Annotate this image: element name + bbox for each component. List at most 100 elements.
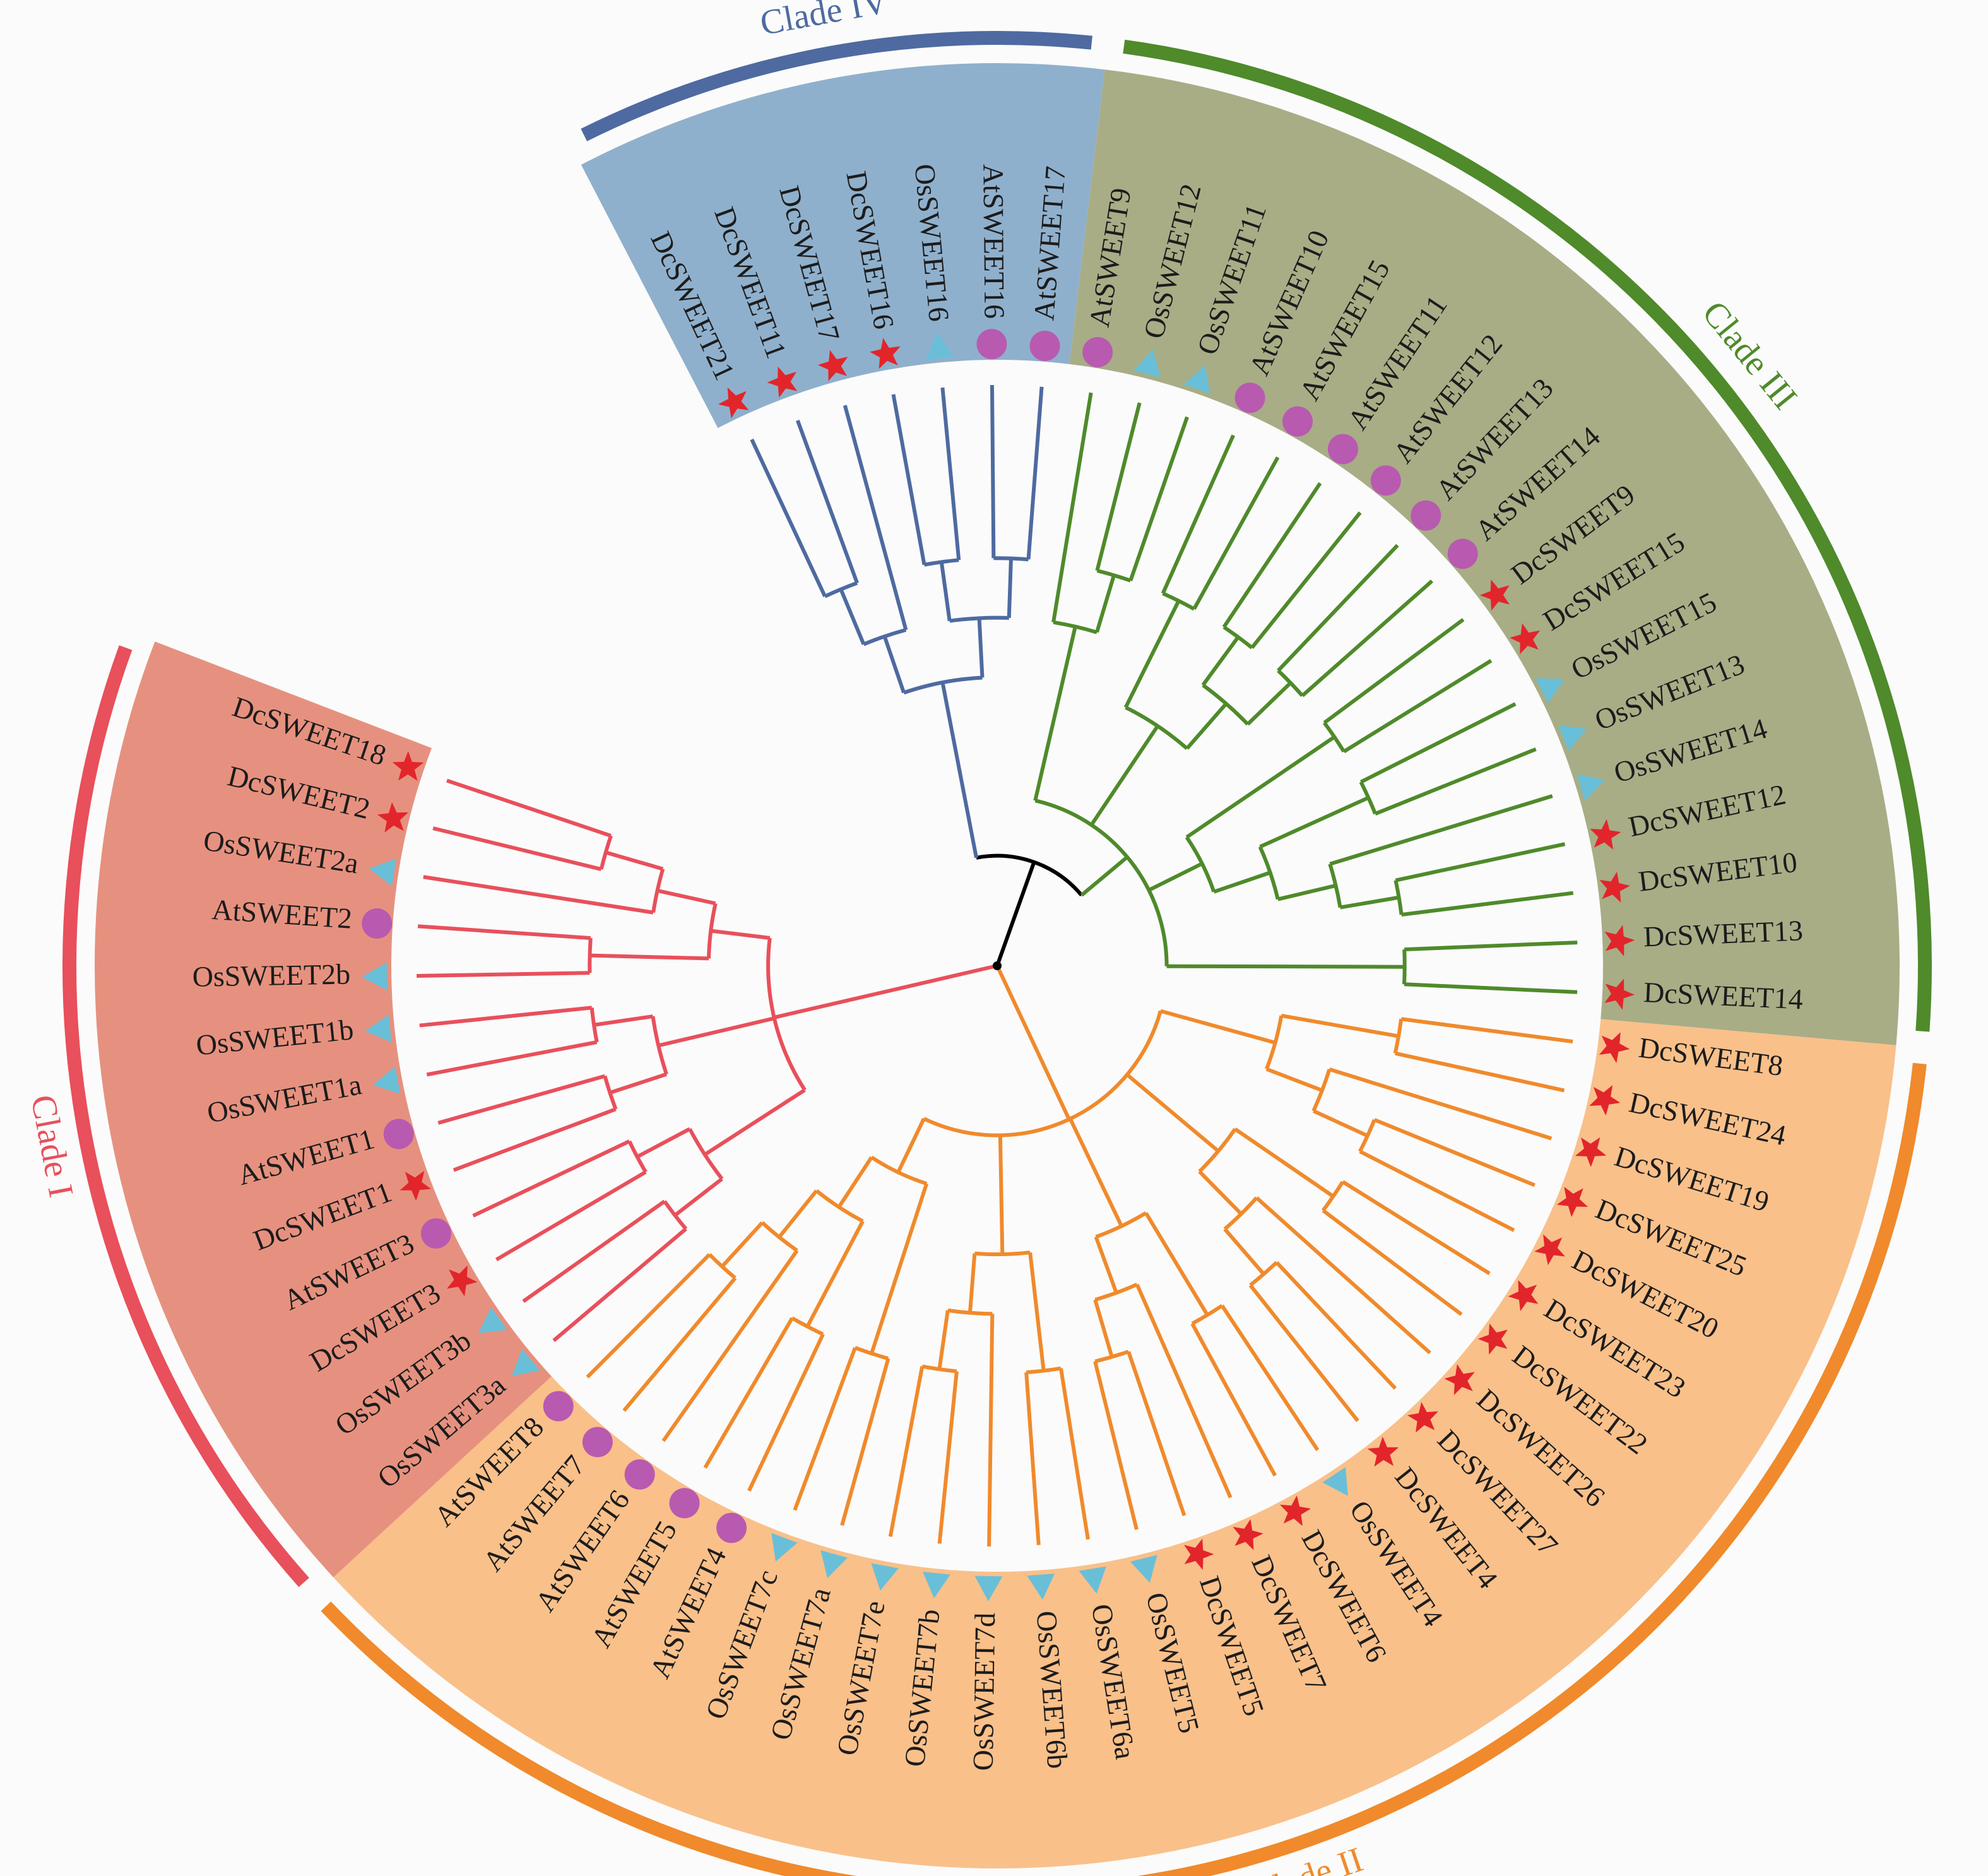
branch-arc bbox=[870, 1155, 928, 1186]
branch-segment bbox=[453, 1107, 617, 1172]
branch-segment bbox=[1093, 1299, 1114, 1358]
branch-segment bbox=[796, 420, 859, 584]
leaf-label: OsSWEET7d bbox=[967, 1612, 1001, 1771]
branch-segment bbox=[1277, 543, 1399, 672]
red-star-icon bbox=[1604, 925, 1635, 956]
clade-outer-arcs bbox=[62, 31, 1932, 1876]
branch-segment bbox=[423, 875, 654, 915]
branch-segment bbox=[1281, 1014, 1399, 1038]
branch-segment bbox=[939, 561, 952, 622]
branch-arc bbox=[949, 615, 1009, 623]
branch-segment bbox=[1401, 891, 1574, 917]
branch-segment bbox=[1135, 1283, 1233, 1499]
red-star-icon bbox=[1407, 1402, 1438, 1433]
branch-arc bbox=[688, 1128, 724, 1180]
branch-segment bbox=[622, 1276, 737, 1412]
branch-arc bbox=[1328, 863, 1342, 908]
branch-segment bbox=[1400, 1017, 1573, 1044]
branch-segment bbox=[1213, 870, 1271, 894]
branch-segment bbox=[432, 826, 602, 871]
branch-arc bbox=[1198, 1127, 1237, 1173]
branch-segment bbox=[1095, 402, 1142, 571]
branch-segment bbox=[1359, 1149, 1515, 1232]
purple-circle-icon bbox=[1029, 330, 1060, 361]
branch-segment bbox=[747, 1333, 825, 1492]
branch-segment bbox=[843, 405, 908, 631]
red-star-icon bbox=[392, 751, 424, 781]
cyan-triangle-icon bbox=[372, 1066, 401, 1094]
branch-segment bbox=[778, 1189, 819, 1238]
clade-sector-I bbox=[95, 641, 552, 1577]
branch-segment bbox=[1360, 702, 1517, 784]
leaf-label: OsSWEET2b bbox=[192, 958, 350, 992]
branch-segment bbox=[1198, 1170, 1243, 1216]
branch-segment bbox=[1166, 964, 1405, 969]
red-star-icon bbox=[1599, 872, 1631, 903]
purple-circle-icon bbox=[1282, 406, 1313, 437]
purple-circle-icon bbox=[624, 1459, 655, 1490]
branch-segment bbox=[793, 1347, 857, 1511]
branch-segment bbox=[990, 385, 996, 559]
branch-segment bbox=[1222, 482, 1322, 629]
branch-arc bbox=[707, 903, 718, 959]
branch-segment bbox=[750, 438, 827, 598]
branch-arc bbox=[1026, 1366, 1062, 1375]
purple-circle-icon bbox=[362, 908, 393, 939]
purple-circle-icon bbox=[1082, 336, 1113, 367]
branch-segment bbox=[636, 1127, 691, 1159]
branch-arc bbox=[923, 1010, 1163, 1137]
branch-segment bbox=[1080, 855, 1128, 897]
red-star-icon bbox=[718, 387, 749, 419]
red-star-icon bbox=[1604, 978, 1635, 1010]
clade-sector-II bbox=[333, 1019, 1896, 1869]
cyan-triangle-icon bbox=[1577, 774, 1605, 801]
branch-segment bbox=[1374, 747, 1537, 816]
branch-segment bbox=[1329, 794, 1553, 866]
cyan-triangle-icon bbox=[771, 1533, 798, 1562]
branch-arc bbox=[974, 1250, 1031, 1257]
branch-segment bbox=[1068, 1118, 1123, 1227]
branch-segment bbox=[1185, 702, 1228, 750]
branch-arc bbox=[1311, 1069, 1332, 1112]
branch-segment bbox=[773, 964, 998, 1019]
branch-segment bbox=[419, 1006, 593, 1028]
branch-segment bbox=[426, 1040, 598, 1077]
clade-sector-IV bbox=[581, 62, 1105, 429]
branch-segment bbox=[1123, 600, 1181, 709]
branch-arc bbox=[1185, 836, 1216, 893]
branch-segment bbox=[1342, 1180, 1491, 1276]
cyan-triangle-icon bbox=[974, 1576, 1003, 1601]
cyan-triangle-icon bbox=[511, 1349, 540, 1376]
branch-segment bbox=[1259, 796, 1370, 849]
branch-segment bbox=[1144, 1212, 1209, 1316]
branch-segment bbox=[609, 1072, 667, 1095]
purple-circle-icon bbox=[1411, 500, 1441, 531]
branch-segment bbox=[995, 965, 1071, 1120]
branch-segment bbox=[658, 1016, 775, 1048]
cyan-triangle-icon bbox=[1079, 1566, 1107, 1594]
branch-segment bbox=[1028, 1252, 1046, 1371]
branch-segment bbox=[472, 1139, 630, 1218]
purple-circle-icon bbox=[1370, 465, 1401, 496]
branch-segment bbox=[1250, 511, 1362, 649]
tree-branches bbox=[417, 385, 1578, 1547]
branch-segment bbox=[891, 394, 926, 566]
red-star-icon bbox=[1280, 1495, 1311, 1526]
clade-arc-III bbox=[1123, 39, 1932, 1032]
red-star-icon bbox=[1233, 1519, 1263, 1550]
clade-label-I: Clade I bbox=[23, 1092, 81, 1201]
branch-segment bbox=[1301, 579, 1434, 698]
branch-arc bbox=[854, 1346, 889, 1361]
branch-arc bbox=[663, 1200, 688, 1230]
branch-segment bbox=[967, 1253, 977, 1313]
branch-arc bbox=[603, 1075, 618, 1110]
leaf-label: DcSWEET13 bbox=[1643, 914, 1804, 953]
branch-arc bbox=[1265, 1015, 1284, 1070]
branch-segment bbox=[888, 1366, 925, 1537]
branch-segment bbox=[1125, 1073, 1220, 1153]
purple-circle-icon bbox=[1447, 538, 1478, 569]
red-star-icon bbox=[870, 338, 901, 369]
red-star-icon bbox=[817, 350, 848, 381]
cyan-triangle-icon bbox=[923, 1572, 950, 1599]
branch-segment bbox=[896, 1117, 926, 1173]
